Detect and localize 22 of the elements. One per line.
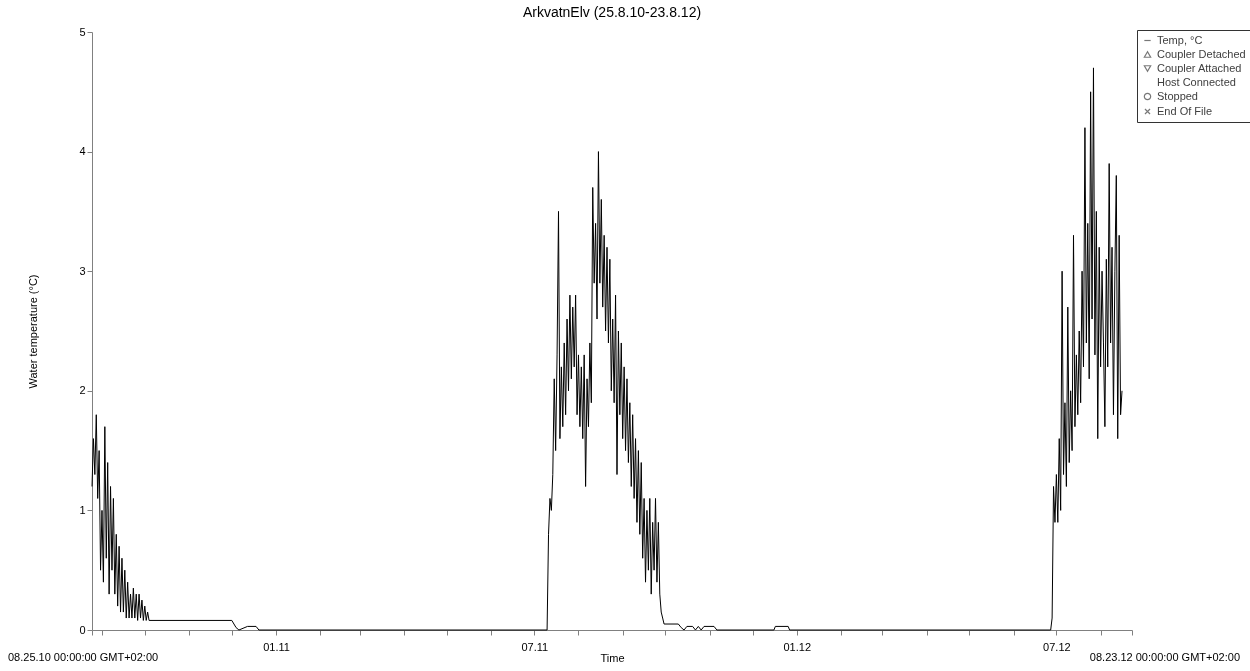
legend-label: Coupler Attached — [1157, 61, 1242, 74]
legend-label: Stopped — [1157, 89, 1198, 102]
text: 08.25.10 00:00:00 GMT+02:00 — [8, 651, 159, 663]
y-tick-label: 1 — [79, 503, 86, 516]
text: Temp, °C — [1157, 33, 1203, 46]
legend-label: End Of File — [1157, 104, 1213, 117]
y-axis-title: Water temperature (°C) — [27, 274, 40, 389]
x-tick-label: 07.11 — [521, 640, 549, 653]
x-tick-label: 07.12 — [1043, 640, 1071, 653]
line-series — [91, 67, 1123, 631]
legend-label: Coupler Detached — [1157, 47, 1246, 60]
x-tick-label: 01.12 — [783, 640, 812, 653]
y-tick-label: 2 — [79, 384, 86, 397]
legend-label: Host Connected — [1157, 75, 1236, 88]
x-axis-title: Time — [600, 651, 625, 664]
text: 08.23.12 00:00:00 GMT+02:00 — [1089, 651, 1240, 663]
chart-title: ArkvatnElv (25.8.10-23.8.12) — [522, 4, 702, 20]
y-tick-label: 5 — [79, 25, 86, 38]
y-tick-label: 3 — [79, 264, 86, 277]
y-tick-label: 4 — [79, 145, 86, 158]
y-tick-label: 0 — [79, 623, 86, 636]
x-tick-label: 01.11 — [263, 640, 290, 653]
